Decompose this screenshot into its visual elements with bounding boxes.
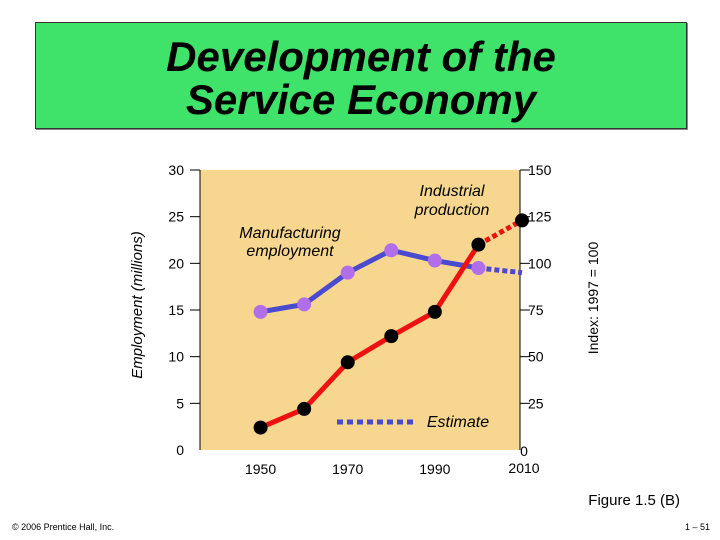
production-line	[259, 243, 481, 430]
y2-axis-title: Index: 1997 = 100	[585, 242, 601, 355]
manufacturing-point	[471, 261, 486, 275]
manufacturing-line	[260, 247, 479, 315]
y-tick-label: 20	[168, 255, 184, 271]
x-tick-label: 1950	[245, 461, 276, 477]
production-point	[471, 237, 486, 252]
y2-tick-label: 50	[528, 349, 544, 365]
y-tick-label: 30	[168, 162, 184, 178]
production-point	[340, 355, 355, 370]
estimate-legend-label: Estimate	[427, 414, 489, 431]
page-number: 1 – 51	[684, 522, 710, 532]
y-tick-label: 10	[168, 349, 184, 365]
x-tick-label: 1990	[419, 461, 450, 477]
series-label-production-1: Industrial	[420, 183, 485, 200]
y2-tick-label: 0	[520, 443, 528, 459]
y2-tick-label: 75	[528, 302, 544, 318]
production-estimate-point	[515, 213, 529, 228]
series-label-production-2: production	[414, 202, 490, 219]
y2-tick-label: 100	[528, 255, 552, 271]
x-tick-label: 2010	[508, 460, 539, 476]
series-label-manufacturing-2: employment	[246, 243, 334, 260]
manufacturing-point	[297, 297, 312, 312]
manufacturing-point	[384, 243, 399, 258]
title-line-2: Service Economy	[185, 76, 537, 123]
production-point	[427, 304, 442, 319]
manufacturing-point	[427, 253, 442, 268]
production-point	[297, 401, 312, 416]
y-tick-label: 25	[168, 209, 184, 225]
production-point	[384, 329, 399, 344]
series-label-manufacturing-1: Manufacturing	[239, 225, 340, 242]
y2-tick-label: 150	[528, 162, 552, 178]
production-estimate-line	[477, 218, 524, 247]
manufacturing-estimate-line	[478, 265, 523, 276]
manufacturing-point	[253, 304, 268, 319]
y2-tick-label: 125	[528, 209, 552, 225]
title-box: Development of the Service Economy	[35, 22, 687, 129]
y-tick-label: 5	[176, 395, 184, 411]
y-tick-label: 15	[168, 302, 184, 318]
y2-tick-label: 25	[528, 395, 544, 411]
manufacturing-point	[340, 265, 355, 280]
y-axis-title: Employment (millions)	[129, 231, 146, 379]
figure-label: Figure 1.5 (B)	[588, 492, 680, 509]
copyright: © 2006 Prentice Hall, Inc.	[12, 522, 115, 532]
production-point	[253, 420, 268, 435]
plot-area	[200, 170, 520, 450]
title-line-1: Development of the	[166, 33, 556, 80]
x-tick-label: 1970	[332, 461, 363, 477]
y-tick-label: 0	[176, 442, 184, 458]
